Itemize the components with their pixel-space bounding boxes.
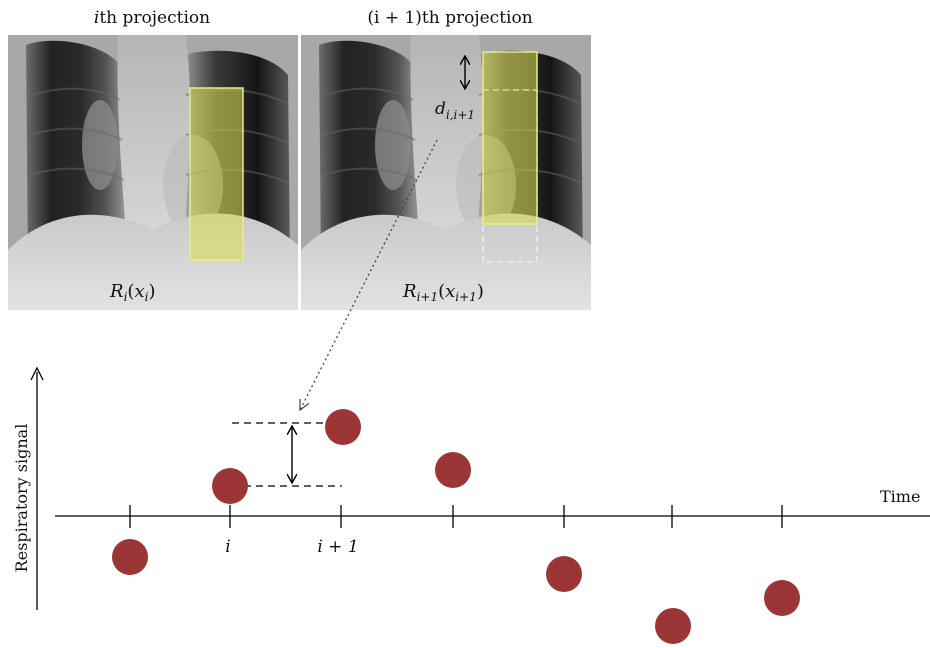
right-xray-image [300,34,592,311]
right-roi-box [482,51,538,225]
signal-point-5 [546,556,582,592]
signal-point-1 [112,539,148,575]
x-axis-label: Time [880,487,920,506]
right-roi-label: Ri+1(xi+1) [402,281,484,304]
left-roi-label: Ri(xi) [109,281,155,304]
displacement-label: di,i+1 [435,99,475,122]
x-ticks [129,505,783,528]
left-xray-image [7,34,299,311]
left-projection-panel: ith projection Ri(xi) [7,8,299,311]
right-projection-title: (i + 1)th projection [367,8,532,28]
left-roi-box [189,87,244,261]
signal-points [112,409,800,644]
signal-point-2 [212,468,248,504]
right-projection-panel: (i + 1)th projection di,i+1 Ri+1(xi+1) [300,8,592,311]
y-axis-label: Respiratory signal [12,424,31,573]
signal-point-6 [655,608,691,644]
dotted-pointer-arrow [300,139,438,410]
signal-point-3 [325,409,361,445]
tick-label-i-plus-1: i + 1 [317,537,358,557]
signal-point-7 [764,580,800,616]
signal-point-4 [435,452,471,488]
left-projection-title: ith projection [94,8,210,28]
y-axis-arrowhead [30,366,44,381]
respiratory-plot: Respiratory signal Time i i + 1 [12,366,930,644]
tick-label-i: i [225,537,230,557]
